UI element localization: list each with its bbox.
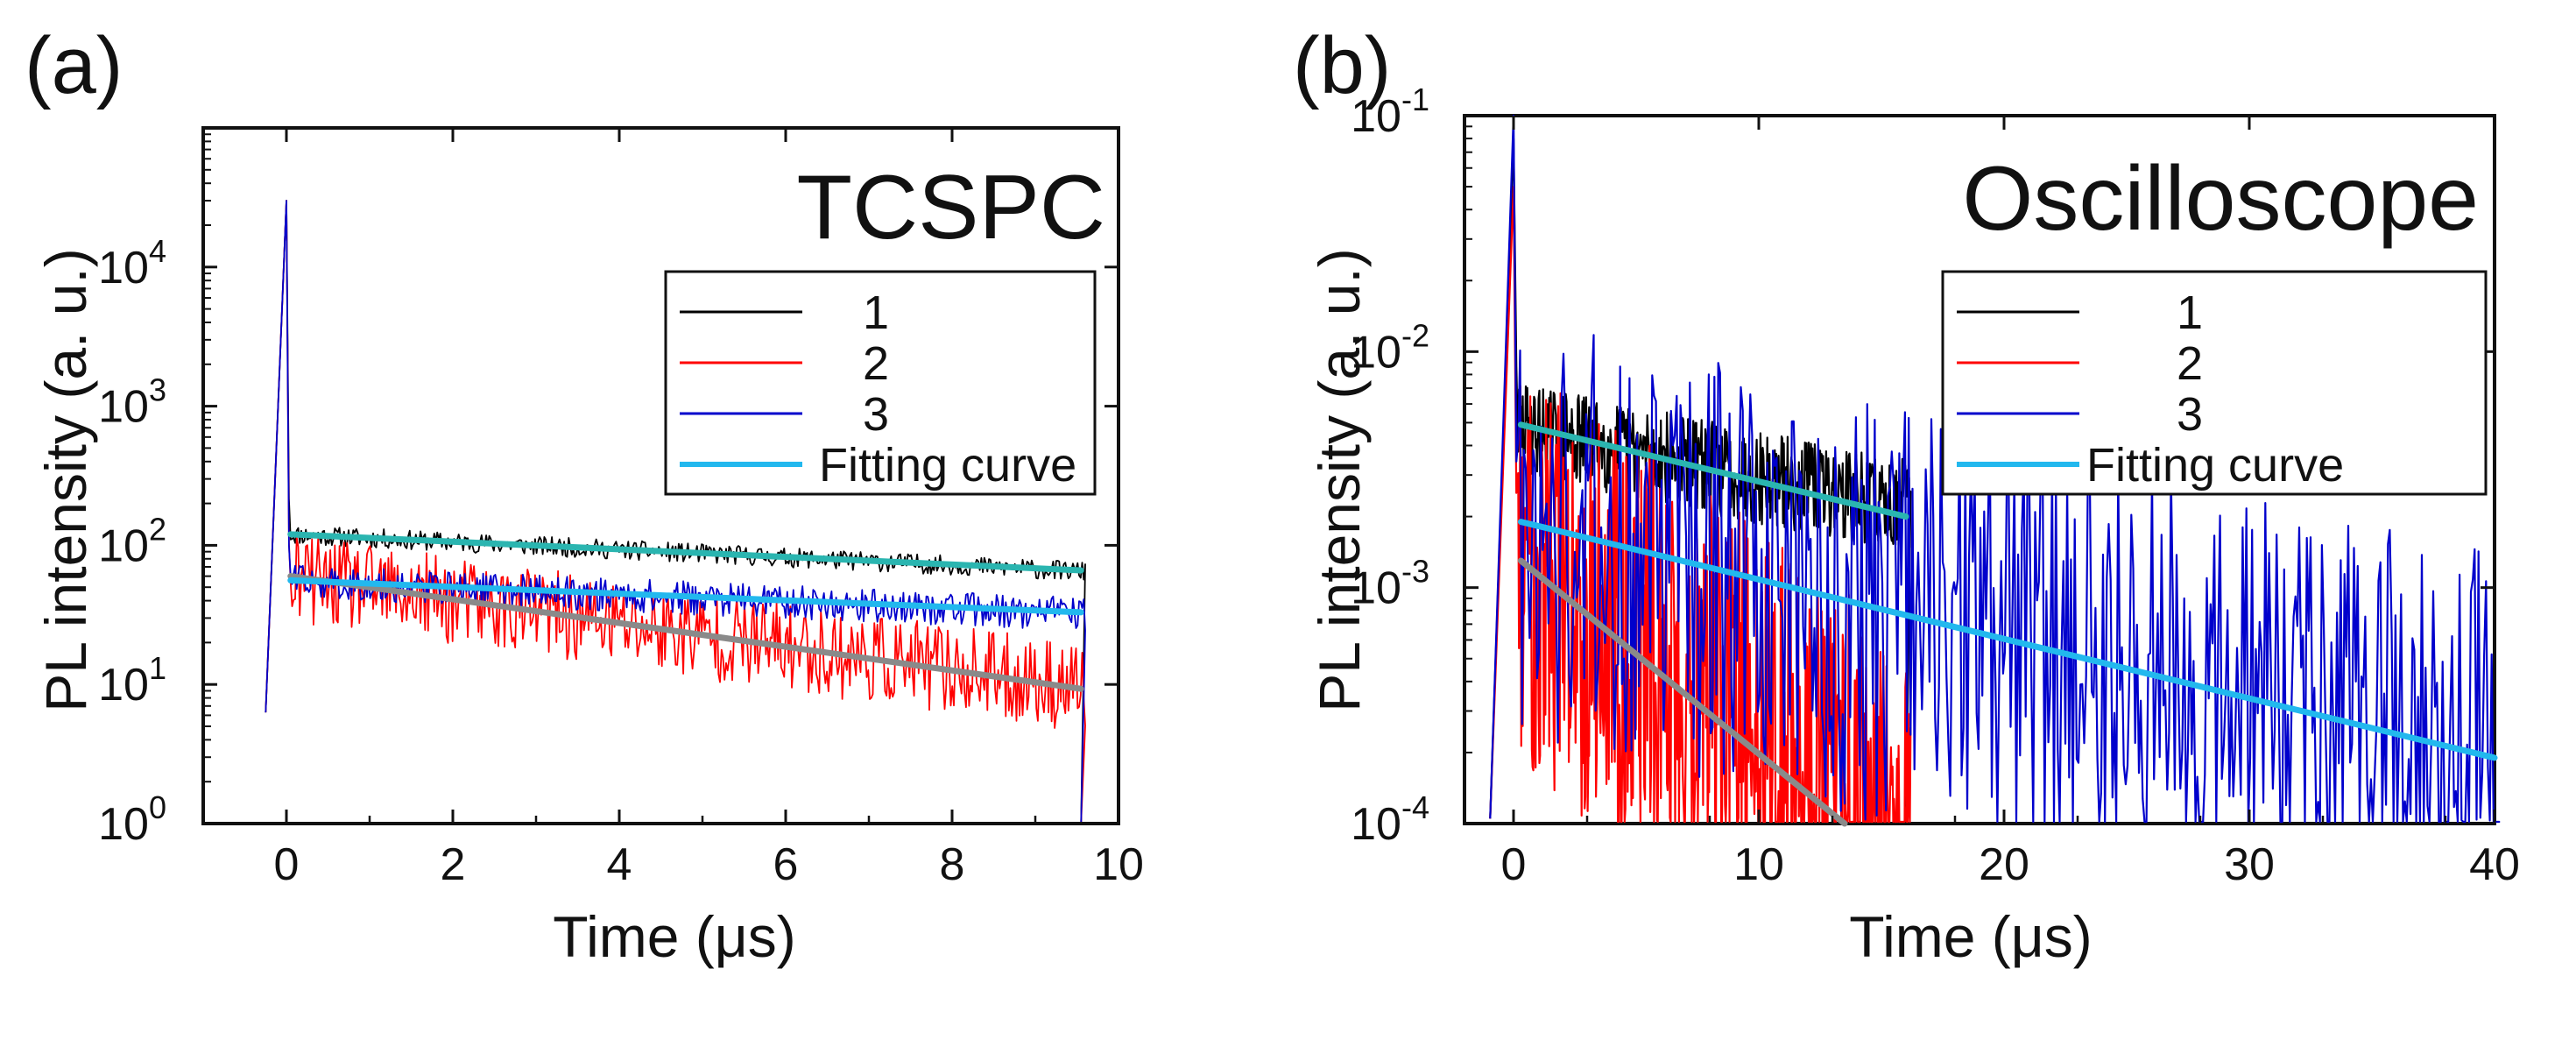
panel-a-legend-label-4: Fitting curve — [819, 439, 1076, 492]
panel-a-title: TCSPC — [797, 157, 1105, 258]
panel-b-label: (b) — [1293, 21, 1391, 110]
panel-a-xtick-label: 4 — [607, 839, 632, 890]
panel-a-xtick-label: 0 — [274, 839, 300, 890]
panel-a-ytick-label: 104 — [98, 233, 166, 294]
panel-b-legend-label-3: 3 — [2177, 388, 2203, 441]
panel-a-ytick-label: 102 — [98, 511, 166, 571]
panel-b-ytick-label: 10-1 — [1351, 81, 1429, 142]
panel-a-fits — [287, 531, 1084, 692]
panel-a-frame — [201, 126, 1120, 825]
panel-b-fit-1-line — [1517, 421, 1909, 520]
panel-a-ytick-label: 100 — [98, 789, 166, 850]
panel-a-xlabel: Time (μs) — [553, 904, 796, 969]
panel-a-xtick-label: 8 — [940, 839, 965, 890]
panel-a-legend-label-3: 3 — [863, 388, 889, 441]
panel-b-legend-label-4: Fitting curve — [2086, 439, 2344, 492]
panel-b-title: Oscilloscope — [1962, 148, 2479, 250]
panel-b-legend-box — [1941, 270, 2488, 496]
panel-b-fits — [1517, 421, 2498, 827]
panel-a-legend-box — [664, 270, 1097, 496]
panel-b-xtick-label: 30 — [2224, 839, 2275, 890]
panel-b-ylabel: PL intensity (a. u.) — [1307, 248, 1372, 711]
panel-a-xtick-label: 10 — [1093, 839, 1144, 890]
panel-b-ytick-label: 10-3 — [1351, 554, 1429, 614]
panel-a-ylabel: PL intensity (a. u.) — [33, 248, 98, 711]
panel-b-legend-label-2: 2 — [2177, 337, 2203, 390]
panel-a-fit-2-line — [287, 573, 1084, 692]
panel-b-ticks: 0 10 20 30 40 10-4 10-3 10-2 10-1 — [1351, 81, 2520, 890]
panel-a-legend-label-1: 1 — [863, 286, 889, 339]
panel-a-ytick-label: 101 — [98, 650, 166, 711]
panel-a-xtick-label: 2 — [441, 839, 466, 890]
panel-a-ticks: 0 2 4 6 8 10 100 101 102 103 104 — [98, 128, 1144, 890]
panel-b-xtick-label: 40 — [2469, 839, 2520, 890]
panel-a-ytick-label: 103 — [98, 372, 166, 433]
panel-b-fit-2-line — [1517, 557, 1848, 827]
panel-b-xtick-label: 0 — [1501, 839, 1527, 890]
panel-a-fit-1-line — [287, 531, 1084, 574]
panel-a-fit-3-line — [287, 576, 1084, 616]
panel-b-xtick-label: 10 — [1733, 839, 1784, 890]
panel-a-label: (a) — [25, 21, 123, 110]
panel-b-ytick-label: 10-2 — [1351, 317, 1429, 378]
panel-b-xtick-label: 20 — [1979, 839, 2029, 890]
panel-b-frame — [1463, 114, 2496, 825]
panel-a-legend-label-2: 2 — [863, 337, 889, 390]
panel-b-xlabel: Time (μs) — [1849, 904, 2093, 969]
panel-b-fit-3-line — [1517, 519, 2498, 761]
panel-a-xtick-label: 6 — [773, 839, 799, 890]
panel-b-legend-label-1: 1 — [2177, 286, 2203, 339]
panel-b-ytick-label: 10-4 — [1351, 789, 1429, 850]
panel-b-oscilloscope: (b) 0 10 20 30 40 10-4 10-3 10-2 10-1 Oscillosco… — [1293, 21, 2520, 969]
